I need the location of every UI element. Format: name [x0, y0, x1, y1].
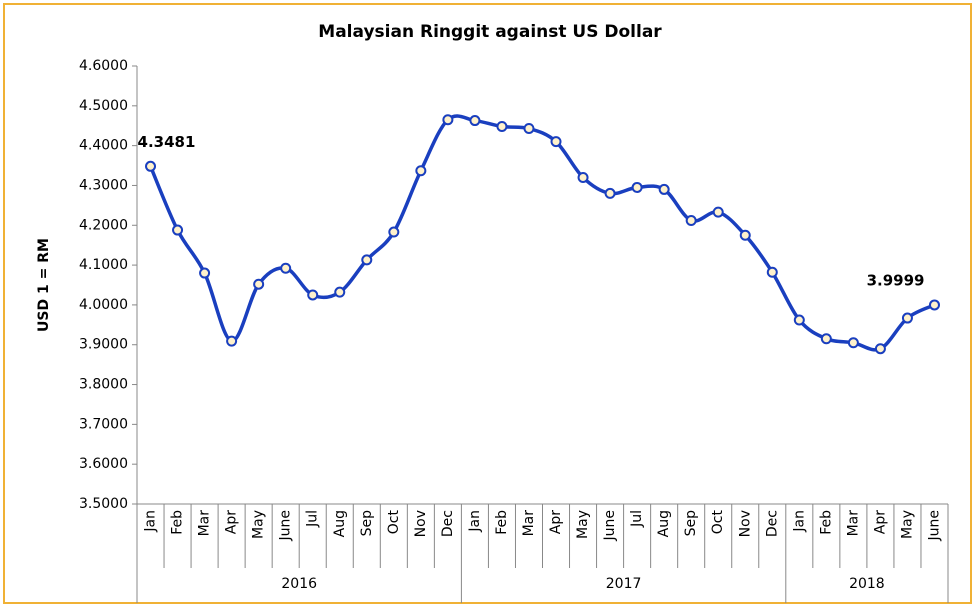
y-tick-label: 4.2000: [79, 217, 128, 233]
data-point: [307, 289, 319, 301]
data-point: [820, 333, 832, 345]
data-point: [523, 123, 535, 135]
y-tick-label: 4.1000: [79, 257, 128, 273]
x-tick-label: Mar: [845, 510, 861, 537]
data-point: [577, 171, 589, 183]
data-point: [145, 160, 157, 172]
data-point: [469, 115, 481, 127]
data-point: [442, 114, 454, 126]
x-tick-label: June: [926, 510, 942, 542]
data-point: [685, 214, 697, 226]
chart-border: [3, 3, 972, 604]
y-tick-label: 4.3000: [79, 177, 128, 193]
x-tick-label: Feb: [494, 510, 510, 535]
x-tick-label: Apr: [548, 510, 564, 534]
group-label: 2017: [606, 576, 642, 592]
data-point: [712, 206, 724, 218]
x-tick-label: Oct: [386, 510, 402, 535]
x-tick-label: May: [575, 510, 591, 539]
group-label: 2018: [849, 576, 885, 592]
data-point: [928, 299, 940, 311]
x-tick-label: Jul: [305, 510, 321, 528]
data-point: [550, 136, 562, 148]
data-point: [199, 267, 211, 279]
data-point: [388, 226, 400, 238]
x-tick-label: Mar: [197, 510, 213, 537]
data-point: [658, 183, 670, 195]
y-tick-label: 3.5000: [79, 496, 128, 512]
data-point: [280, 262, 292, 274]
x-tick-label: Sep: [683, 510, 699, 537]
x-tick-label: Aug: [656, 510, 672, 537]
data-point: [739, 229, 751, 241]
x-tick-label: Apr: [872, 510, 888, 534]
data-point: [253, 278, 265, 290]
x-tick-label: June: [278, 510, 294, 542]
y-axis-label: USD 1 = RM: [36, 238, 52, 332]
x-tick-label: Apr: [224, 510, 240, 534]
y-tick-label: 4.6000: [79, 58, 128, 74]
x-tick-label: Dec: [764, 510, 780, 537]
data-point: [172, 224, 184, 236]
y-tick-label: 4.5000: [79, 98, 128, 114]
group-label: 2016: [281, 576, 317, 592]
data-point: [901, 312, 913, 324]
data-point: [631, 181, 643, 193]
data-point: [496, 121, 508, 133]
data-point: [226, 335, 238, 347]
x-tick-label: Dec: [440, 510, 456, 537]
data-label: 3.9999: [867, 271, 925, 289]
x-tick-label: Feb: [818, 510, 834, 535]
x-tick-label: Mar: [521, 510, 537, 537]
x-tick-label: Jul: [629, 510, 645, 528]
x-tick-label: Aug: [332, 510, 348, 537]
data-point: [604, 187, 616, 199]
x-tick-label: June: [602, 510, 618, 542]
y-tick-label: 3.8000: [79, 377, 128, 393]
data-point: [415, 165, 427, 177]
x-tick-label: Nov: [737, 510, 753, 537]
x-tick-label: May: [899, 510, 915, 539]
x-tick-label: Sep: [359, 510, 375, 537]
y-tick-label: 3.9000: [79, 337, 128, 353]
y-tick-label: 3.7000: [79, 416, 128, 432]
y-tick-label: 4.4000: [79, 138, 128, 154]
data-label: 4.3481: [138, 133, 196, 151]
x-tick-label: Jan: [467, 510, 483, 533]
y-tick-label: 3.6000: [79, 456, 128, 472]
data-point: [361, 254, 373, 266]
x-tick-label: Oct: [710, 510, 726, 535]
data-point: [847, 337, 859, 349]
x-tick-label: Feb: [170, 510, 186, 535]
x-tick-label: May: [251, 510, 267, 539]
x-tick-label: Jan: [791, 510, 807, 533]
x-tick-label: Jan: [143, 510, 159, 533]
x-tick-label: Nov: [413, 510, 429, 537]
data-point: [793, 314, 805, 326]
chart-title: Malaysian Ringgit against US Dollar: [318, 22, 662, 42]
data-point: [874, 343, 886, 355]
data-point: [766, 266, 778, 278]
data-point: [334, 286, 346, 298]
y-tick-label: 4.0000: [79, 297, 128, 313]
